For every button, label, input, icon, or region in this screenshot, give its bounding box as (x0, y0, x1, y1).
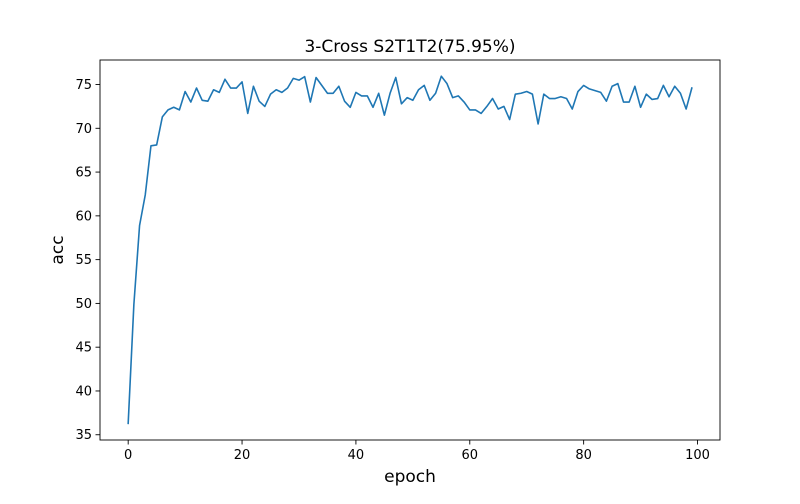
y-tick-label: 45 (75, 341, 92, 356)
acc-series-line (127, 75, 693, 425)
y-tick-label: 70 (75, 122, 92, 137)
axes-frame (99, 59, 721, 441)
y-tick-label: 35 (75, 428, 92, 443)
y-axis: 35 40 45 50 55 60 65 70 75 (75, 78, 100, 443)
y-tick-label: 40 (75, 384, 92, 399)
y-tick-label: 50 (75, 297, 92, 312)
y-tick-label: 75 (75, 78, 92, 93)
x-tick-label: 20 (234, 448, 251, 463)
x-tick-label: 80 (575, 448, 592, 463)
y-tick-label: 55 (75, 253, 92, 268)
y-tick-label: 60 (75, 209, 92, 224)
x-tick-label: 100 (685, 448, 710, 463)
y-axis-label: acc (48, 235, 68, 264)
x-tick-label: 40 (348, 448, 365, 463)
x-tick-label: 60 (462, 448, 479, 463)
x-axis: 0 20 40 60 80 100 (124, 440, 710, 463)
y-tick-label: 65 (75, 166, 92, 181)
plot-area (127, 75, 693, 425)
x-axis-label: epoch (384, 467, 436, 487)
x-tick-label: 0 (124, 448, 132, 463)
chart-title: 3-Cross S2T1T2(75.95%) (304, 37, 515, 57)
